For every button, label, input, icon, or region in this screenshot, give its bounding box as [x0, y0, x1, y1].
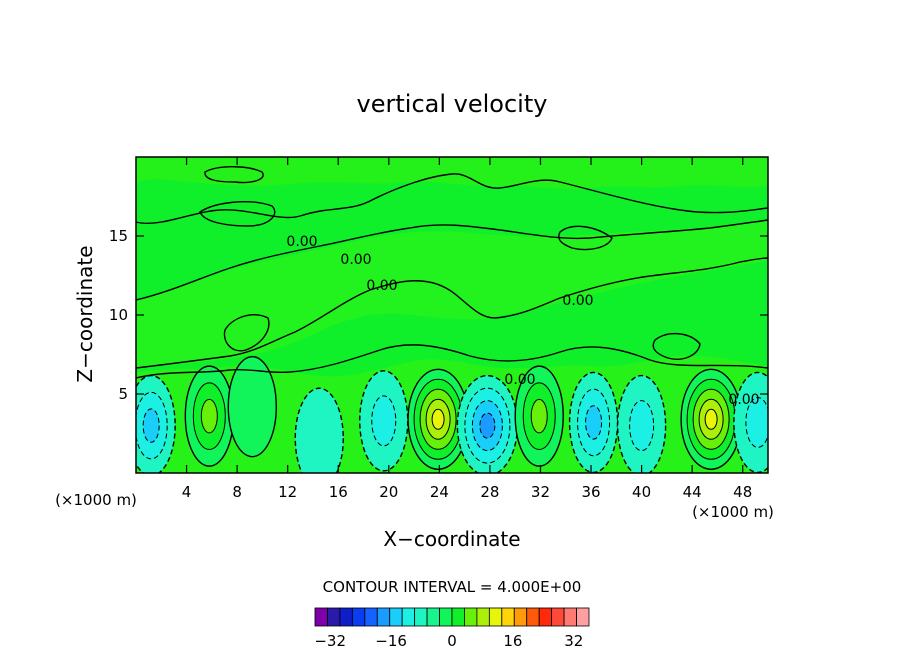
colorbar-swatch: [526, 607, 540, 627]
velocity-cell-band: [704, 408, 718, 430]
velocity-cell-band: [200, 398, 218, 434]
velocity-cells: [136, 355, 768, 473]
zero-contour-lower: [136, 344, 768, 379]
x-tick-label: 20: [379, 483, 398, 501]
contour-label: 0.00: [366, 278, 397, 294]
contour-cloud-c: [223, 314, 270, 352]
colorbar-swatch: [476, 607, 490, 627]
y-axis-label: Z−coordinate: [73, 245, 97, 382]
velocity-cell-9: [568, 371, 619, 473]
contour-cloud-e: [652, 333, 701, 360]
colorbar-swatch: [451, 607, 465, 627]
x-tick-label: 40: [632, 483, 651, 501]
x-tick-label: 48: [733, 483, 752, 501]
colorbar-swatch: [488, 607, 503, 627]
y-axis: 5 10 15: [109, 227, 768, 403]
colorbar-swatch: [551, 607, 565, 627]
x-tick-label: 44: [683, 483, 702, 501]
colorbar-tick-label: −32: [314, 632, 346, 650]
x-tick-label: 16: [329, 483, 348, 501]
velocity-field: [136, 157, 768, 473]
velocity-cell-1: [136, 374, 176, 473]
velocity-cell-12: [733, 371, 768, 473]
upper-layer-region: [136, 220, 768, 368]
velocity-cell-band: [294, 387, 344, 473]
contour-label: 0.00: [728, 392, 759, 408]
velocity-cell-band: [142, 408, 160, 443]
colorbar-swatch: [339, 607, 353, 627]
x-tick-label: 28: [480, 483, 499, 501]
zero-contour-upper: [136, 173, 768, 224]
y-tick-label: 15: [109, 227, 128, 245]
velocity-cell-6: [407, 368, 469, 470]
colorbar-swatch: [314, 607, 328, 627]
velocity-cell-band: [479, 412, 496, 439]
x-tick-label: 4: [182, 483, 192, 501]
colorbar-tick-label: 0: [447, 632, 457, 650]
chart-title: vertical velocity: [357, 90, 548, 118]
contour-cloud-d: [558, 225, 613, 251]
colorbar-swatch: [576, 607, 590, 627]
x-unit-left: (×1000 m): [55, 491, 137, 509]
colorbar-swatch: [376, 607, 391, 627]
velocity-cell-band: [745, 396, 768, 448]
velocity-cell-band: [530, 398, 548, 434]
colorbar-swatch: [401, 607, 416, 627]
velocity-cell-band: [629, 400, 655, 452]
velocity-cell-11: [680, 368, 742, 470]
velocity-cell-10: [616, 374, 667, 473]
x-tick-label: 8: [232, 483, 242, 501]
contour-label: 0.00: [562, 293, 593, 309]
colorbar-swatch: [501, 607, 515, 627]
contour-label-group: 0.00 0.00 0.00 0.00 0.00 0.00: [286, 234, 759, 408]
velocity-cell-8: [514, 365, 564, 467]
top-band-region: [136, 157, 768, 190]
velocity-cell-7: [456, 374, 519, 473]
velocity-cell-3: [227, 355, 277, 458]
contour-cloud-b: [199, 201, 276, 227]
colorbar-swatch: [563, 607, 577, 627]
x-axis-label: X−coordinate: [383, 527, 520, 551]
x-tick-label: 32: [531, 483, 550, 501]
colorbar-swatch: [364, 607, 378, 627]
colorbar-swatch: [389, 607, 403, 627]
contour-label: 0.00: [340, 252, 371, 268]
contour-cloud-a: [204, 166, 264, 184]
velocity-cell-band: [585, 405, 603, 440]
contour-lines: [136, 166, 768, 379]
contour-interval-text: CONTOUR INTERVAL = 4.000E+00: [323, 578, 582, 596]
colorbar-swatch: [327, 607, 341, 627]
colorbar: [314, 607, 590, 627]
x-tick-label: 36: [581, 483, 600, 501]
colorbar-swatch: [351, 607, 366, 627]
contour-label: 0.00: [504, 372, 535, 388]
colorbar-swatch: [464, 607, 478, 627]
velocity-cell-4: [294, 387, 344, 473]
x-unit-right: (×1000 m): [692, 503, 774, 521]
zero-contour-layer-bottom: [136, 257, 768, 369]
velocity-cell-2: [184, 365, 235, 467]
velocity-cell-band: [227, 355, 277, 458]
colorbar-swatch: [513, 607, 528, 627]
colorbar-tick-labels: −32 −16 0 16 32: [314, 632, 583, 650]
colorbar-tick-label: 32: [564, 632, 583, 650]
x-axis: 4 8 12 16 20 24 28 32 36 40 44 48: [182, 157, 752, 501]
colorbar-tick-label: 16: [503, 632, 522, 650]
velocity-cell-5: [359, 370, 409, 472]
zero-contour-layer-top: [136, 219, 768, 301]
velocity-cell-band: [371, 395, 397, 447]
colorbar-swatch: [414, 607, 428, 627]
colorbar-swatch: [538, 607, 553, 627]
contour-label: 0.00: [286, 234, 317, 250]
y-tick-label: 5: [118, 385, 128, 403]
velocity-cell-band: [431, 408, 445, 430]
colorbar-tick-label: −16: [375, 632, 407, 650]
x-tick-label: 24: [430, 483, 449, 501]
colorbar-swatch: [426, 607, 440, 627]
colorbar-swatch: [439, 607, 453, 627]
x-tick-label: 12: [278, 483, 297, 501]
y-tick-label: 10: [109, 306, 128, 324]
